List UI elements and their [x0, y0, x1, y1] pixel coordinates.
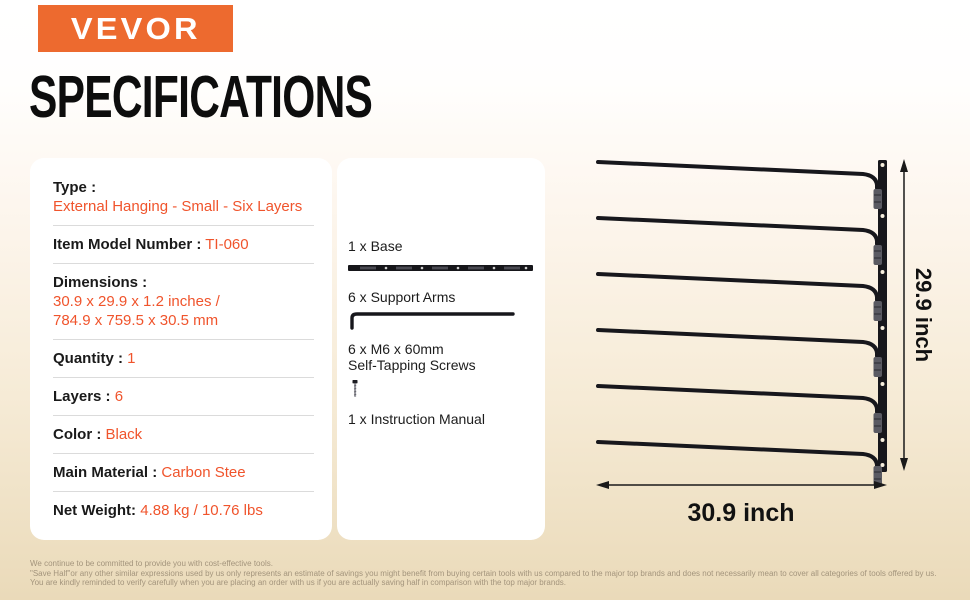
- spec-label: Layers :: [53, 388, 111, 405]
- spec-value: TI-060: [205, 236, 249, 253]
- spec-value: 30.9 x 29.9 x 1.2 inches /: [53, 293, 220, 310]
- spec-label: Color :: [53, 426, 102, 443]
- arrow-head-down: [900, 458, 908, 471]
- spec-row-layers: Layers : 6: [53, 377, 314, 415]
- footer-disclaimer: We continue to be committed to provide y…: [30, 559, 950, 588]
- spec-row-color: Color : Black: [53, 415, 314, 453]
- spec-value: Black: [105, 426, 143, 443]
- page-title: SPECIFICATIONS: [29, 64, 373, 130]
- screws-label-line1: 6 x M6 x 60mm: [348, 341, 444, 357]
- disclaimer-line: You are kindly reminded to verify carefu…: [30, 578, 566, 588]
- arrow-head-up: [900, 159, 908, 172]
- spec-row-quantity: Quantity : 1: [53, 339, 314, 377]
- vevor-logo-text: VEVOR: [70, 10, 201, 46]
- rack-base-bar: [878, 160, 887, 472]
- spec-value: 4.88 kg / 10.76 lbs: [140, 502, 263, 519]
- screw-icon: [352, 380, 358, 397]
- part-item-base-label: 1 x Base: [348, 238, 403, 254]
- height-dimension-label: 29.9 inch: [911, 268, 936, 362]
- spec-value: 6: [114, 388, 124, 405]
- spec-value-secondary: 784.9 x 759.5 x 30.5 mm: [53, 312, 219, 329]
- spec-row-type: Type : External Hanging - Small - Six La…: [53, 169, 314, 225]
- disclaimer-line: "Save Half"or any other similar expressi…: [30, 568, 937, 578]
- part-item-screws-label: 6 x M6 x 60mm Self-Tapping Screws: [348, 341, 535, 373]
- disclaimer-line: We continue to be committed to provide y…: [30, 559, 273, 568]
- spec-label: Type :: [53, 179, 97, 196]
- arrow-head-left: [596, 481, 609, 489]
- product-dimension-diagram: 29.9 inch 30.9 inch: [596, 159, 936, 527]
- spec-value: 1: [127, 350, 136, 367]
- spec-row-net-weight: Net Weight: 4.88 kg / 10.76 lbs: [53, 491, 314, 529]
- width-dimension-label: 30.9 inch: [688, 499, 795, 527]
- part-item-arms-label: 6 x Support Arms: [348, 289, 456, 305]
- spec-value: External Hanging - Small - Six Layers: [53, 198, 303, 215]
- part-item-manual-label: 1 x Instruction Manual: [348, 411, 485, 427]
- vevor-logo: VEVOR: [38, 5, 233, 52]
- parts-list-card: 1 x Base 6 x Support Arms 6 x M6 x 60mm …: [337, 158, 545, 540]
- arrow-head-right: [874, 481, 887, 489]
- arm-connector-brackets: [873, 189, 882, 486]
- spec-label: Dimensions :: [53, 274, 148, 291]
- rack-arms: [596, 160, 879, 470]
- spec-label: Quantity :: [53, 350, 123, 367]
- spec-row-material: Main Material : Carbon Stee: [53, 453, 314, 491]
- spec-value: Carbon Stee: [161, 464, 246, 481]
- base-bar-icon: [348, 265, 533, 271]
- spec-row-model-number: Item Model Number : TI-060: [53, 225, 314, 263]
- spec-label: Item Model Number :: [53, 236, 202, 253]
- spec-label: Net Weight:: [53, 502, 137, 519]
- spec-label: Main Material :: [53, 464, 158, 481]
- screws-label-line2: Self-Tapping Screws: [348, 357, 476, 373]
- spec-row-dimensions: Dimensions : 30.9 x 29.9 x 1.2 inches / …: [53, 263, 314, 339]
- specifications-card: Type : External Hanging - Small - Six La…: [30, 158, 332, 540]
- support-arm-icon: [350, 312, 515, 330]
- bracket-ridges: [874, 194, 881, 480]
- mounting-holes: [880, 163, 885, 467]
